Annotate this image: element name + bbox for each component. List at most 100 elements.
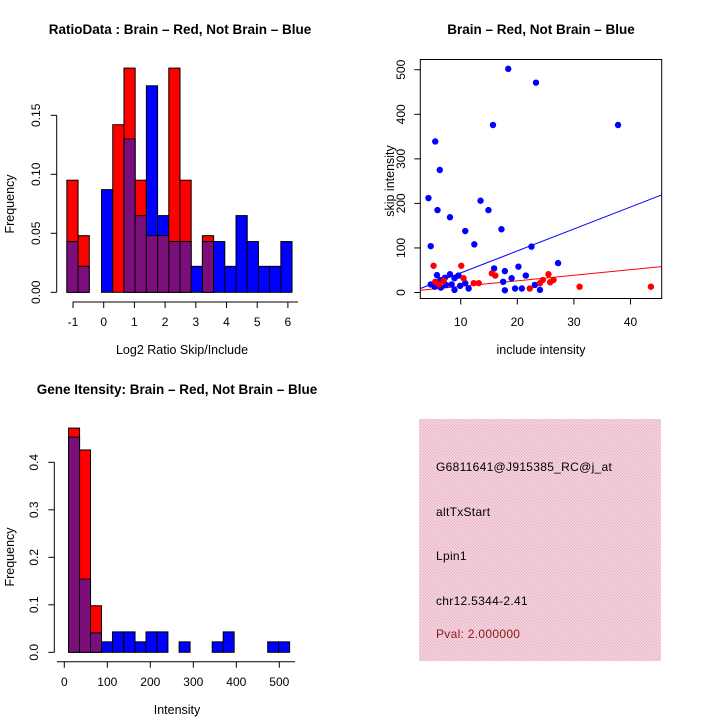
data-point-blue bbox=[462, 279, 469, 287]
data-point-red bbox=[526, 285, 533, 292]
x-tick-label: -1 bbox=[68, 315, 79, 329]
y-tick-label: 0.05 bbox=[29, 221, 43, 245]
data-point-blue bbox=[505, 65, 512, 73]
y-tick-label: 500 bbox=[394, 59, 408, 79]
data-point-blue bbox=[456, 282, 464, 290]
x-tick-label: 0 bbox=[100, 315, 107, 329]
data-point-blue bbox=[490, 265, 498, 272]
data-point-blue bbox=[425, 194, 432, 202]
gene-name-text: Lpin1 bbox=[436, 549, 467, 563]
y-tick-label: 0.15 bbox=[29, 103, 43, 127]
histogram-bar bbox=[235, 215, 248, 293]
x-tick-label: 10 bbox=[454, 315, 468, 329]
histogram-bar-overlap bbox=[145, 235, 159, 293]
histogram-bar bbox=[112, 124, 125, 293]
histogram-bar bbox=[278, 641, 291, 653]
histogram-bar bbox=[213, 241, 226, 293]
data-point-blue bbox=[508, 275, 515, 282]
panel-info: G6811641@J915385_RC@j_at altTxStart Lpin… bbox=[360, 360, 720, 720]
data-point-blue bbox=[434, 206, 441, 214]
histogram-bar-overlap bbox=[201, 241, 215, 293]
y-tick-label: 0.00 bbox=[29, 280, 43, 304]
data-point-blue bbox=[528, 243, 535, 250]
y-tick-label: 0.1 bbox=[27, 596, 41, 613]
data-point-blue bbox=[515, 263, 522, 270]
histogram-bar bbox=[100, 641, 113, 653]
x-tick-label: 1 bbox=[131, 315, 138, 329]
data-point-blue bbox=[501, 287, 509, 294]
data-point-blue bbox=[498, 226, 505, 233]
histogram-bar bbox=[145, 631, 158, 653]
y-tick-label: 400 bbox=[394, 104, 408, 124]
x-tick-label: 6 bbox=[285, 315, 292, 329]
data-point-blue bbox=[471, 241, 478, 248]
data-point-blue bbox=[511, 285, 519, 292]
histogram-bar bbox=[123, 631, 136, 653]
chromosome-location-text: chr12.5344-2.41 bbox=[436, 594, 528, 608]
x-tick-label: 40 bbox=[624, 315, 638, 329]
x-axis-label: Intensity bbox=[154, 703, 201, 717]
y-tick-label: 0 bbox=[394, 289, 408, 296]
data-point-red bbox=[460, 275, 467, 282]
histogram-bar-overlap bbox=[123, 138, 136, 293]
data-point-red bbox=[492, 272, 499, 279]
data-point-blue bbox=[522, 272, 530, 279]
data-point-red bbox=[436, 281, 443, 288]
data-point-blue bbox=[432, 138, 439, 145]
data-point-blue bbox=[477, 197, 484, 204]
x-tick-label: 500 bbox=[269, 675, 289, 689]
histogram-bar bbox=[101, 189, 114, 293]
data-point-blue bbox=[465, 285, 472, 292]
x-tick-label: 3 bbox=[192, 315, 199, 329]
histogram-bar-overlap bbox=[68, 436, 81, 653]
data-point-blue bbox=[518, 285, 526, 292]
data-point-red bbox=[430, 262, 437, 269]
data-point-red bbox=[576, 283, 583, 290]
panel-ratio-histogram: -1 0 1 2 3 4 5 6 0.00 0.05 0.10 0.15 RatioData : Bra… bbox=[3, 22, 312, 357]
chart-title: Gene Itensity: Brain – Red, Not Brain – … bbox=[37, 382, 318, 397]
data-point-red bbox=[647, 283, 655, 290]
data-point-red bbox=[475, 279, 483, 287]
histogram-bar bbox=[178, 641, 191, 653]
y-tick-label: 0.4 bbox=[27, 454, 41, 471]
histogram-bar bbox=[134, 641, 147, 653]
histogram-bar bbox=[156, 631, 169, 653]
histogram-bar bbox=[280, 241, 293, 293]
data-point-blue bbox=[446, 214, 454, 221]
data-point-blue bbox=[532, 79, 540, 86]
event-type-text: altTxStart bbox=[436, 505, 491, 519]
histogram-bar-overlap bbox=[66, 241, 79, 293]
x-tick-label: 20 bbox=[511, 315, 525, 329]
data-point-blue bbox=[446, 271, 454, 278]
histogram-bar-overlap bbox=[77, 265, 90, 293]
data-point-blue bbox=[436, 166, 443, 174]
x-tick-label: 300 bbox=[183, 675, 203, 689]
x-tick-label: 0 bbox=[61, 675, 68, 689]
y-tick-label: 0.10 bbox=[29, 162, 43, 186]
chart-title: Brain – Red, Not Brain – Blue bbox=[447, 22, 635, 37]
histogram-bar-overlap bbox=[134, 215, 147, 293]
data-point-red bbox=[546, 279, 554, 286]
probe-id-text: G6811641@J915385_RC@j_at bbox=[436, 460, 613, 474]
data-point-red bbox=[458, 262, 465, 269]
data-point-blue bbox=[433, 271, 441, 279]
x-tick-label: 200 bbox=[140, 675, 160, 689]
histogram-bar-overlap bbox=[79, 578, 92, 653]
panel-gene-intensity-histogram: 0 100 200 300 400 500 0.0 0.1 0.2 0.3 0.4 Gene Iten… bbox=[3, 382, 318, 717]
data-point-red bbox=[440, 277, 447, 285]
histogram-bar bbox=[190, 265, 203, 293]
histogram-bar-overlap bbox=[157, 235, 170, 293]
x-axis-label: Log2 Ratio Skip/Include bbox=[116, 343, 248, 357]
data-point-blue bbox=[489, 121, 497, 129]
x-tick-label: 100 bbox=[97, 675, 117, 689]
data-point-red bbox=[470, 279, 477, 287]
histogram-bar bbox=[267, 641, 280, 653]
histogram-bar-overlap bbox=[168, 241, 181, 293]
histogram-bar bbox=[257, 265, 271, 293]
x-tick-label: 2 bbox=[162, 315, 169, 329]
regression-line-blue bbox=[420, 194, 662, 289]
data-point-red bbox=[545, 271, 552, 278]
y-tick-label: 200 bbox=[394, 193, 408, 213]
y-tick-label: 300 bbox=[394, 149, 408, 169]
